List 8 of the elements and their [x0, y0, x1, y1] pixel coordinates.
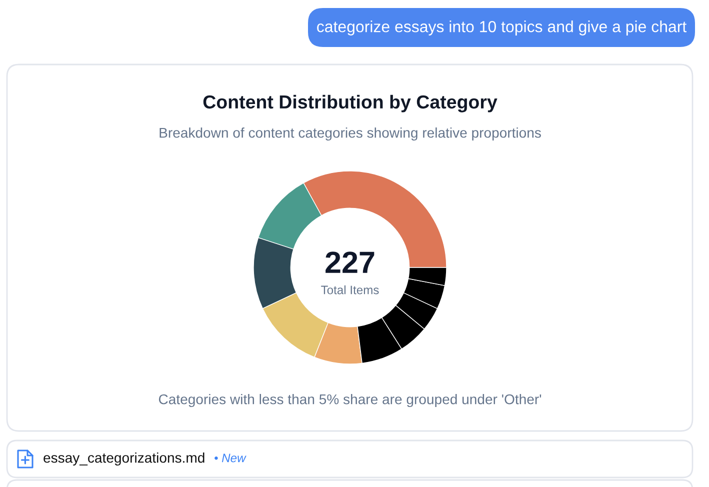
- chart-title: Content Distribution by Category: [203, 94, 498, 112]
- text: 227: [326, 252, 374, 273]
- text: • New: [214, 454, 246, 462]
- text: Categories with less than 5% share are grouped under 'Other': [158, 394, 542, 408]
- text: Total Items: [321, 285, 379, 294]
- text: essay_categorizations.md: [44, 452, 204, 466]
- text: categorize essays into 10 topics and give a pie chart: [317, 20, 687, 36]
- chart-subtitle: Breakdown of content categories showing relative proportions: [160, 127, 541, 141]
